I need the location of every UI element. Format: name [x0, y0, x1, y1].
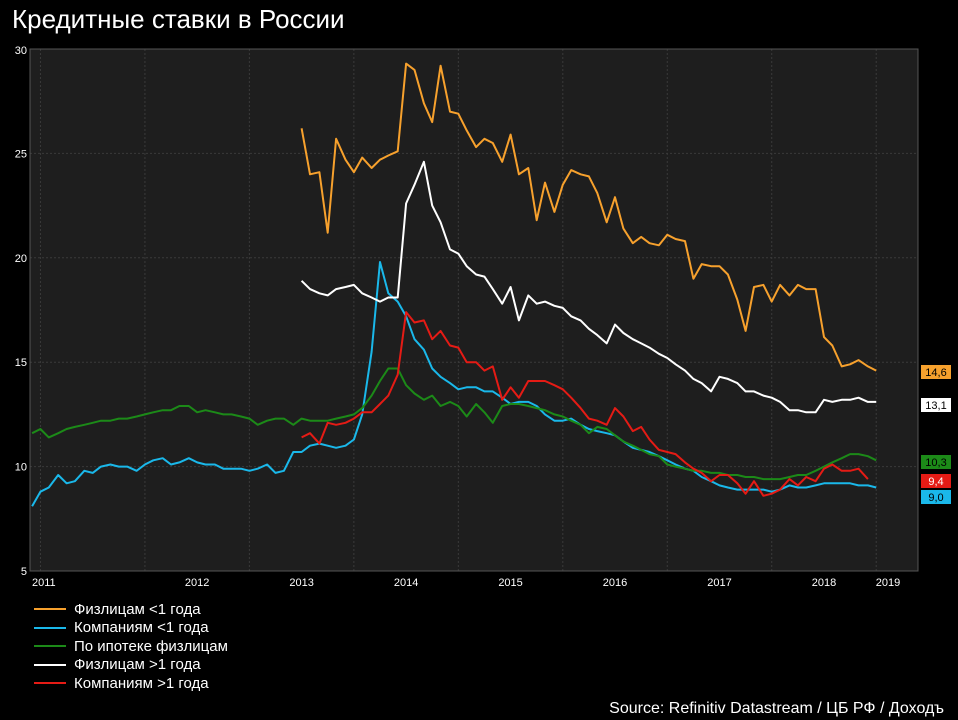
legend-item: Компаниям >1 года	[34, 674, 228, 693]
y-tick-label: 15	[15, 357, 27, 369]
plot-area	[30, 49, 918, 571]
series-line	[300, 160, 877, 414]
x-tick-label: 2019	[876, 577, 900, 589]
legend-label: Физлицам <1 года	[74, 600, 201, 618]
y-tick-label: 10	[15, 462, 27, 474]
legend-swatch	[34, 682, 66, 685]
series-line	[31, 367, 877, 481]
end-label-value: 13,1	[925, 400, 946, 412]
y-tick-label: 30	[15, 45, 27, 57]
x-tick-label: 2017	[707, 577, 731, 589]
legend-item: По ипотеке физлицам	[34, 637, 228, 656]
series-lines	[31, 62, 877, 507]
x-tick-label: 2013	[289, 577, 313, 589]
y-tick-label: 20	[15, 253, 27, 265]
x-tick-label: 2016	[603, 577, 627, 589]
end-label-value: 10,3	[925, 457, 946, 469]
x-tick-label: 2014	[394, 577, 418, 589]
legend-label: Компаниям <1 года	[74, 619, 209, 637]
y-tick-label: 5	[21, 566, 27, 578]
legend: Физлицам <1 года Компаниям <1 года По ипот…	[34, 600, 228, 693]
y-tick-label: 25	[15, 148, 27, 160]
legend-label: Компаниям >1 года	[74, 674, 209, 692]
end-label-box	[921, 455, 951, 469]
plot-border	[29, 48, 919, 572]
end-label-box	[921, 365, 951, 379]
legend-swatch	[34, 626, 66, 629]
source-note: Source: Refinitiv Datastream / ЦБ РФ / Д…	[609, 700, 944, 717]
legend-item: Физлицам >1 года	[34, 656, 228, 675]
series-line	[31, 261, 877, 507]
legend-swatch	[34, 645, 66, 648]
end-labels: 14,6 9,0 10,3 13,1 9,4	[921, 365, 951, 504]
end-label-box	[921, 398, 951, 412]
grid-lines	[29, 48, 919, 572]
x-tick-label: 2015	[498, 577, 522, 589]
legend-item: Физлицам <1 года	[34, 600, 228, 619]
end-label-box	[921, 474, 951, 488]
x-axis: 2011 2012 2013 2014 2015 2016 2017 2018 2019	[32, 577, 900, 589]
end-label-box	[921, 490, 951, 504]
legend-item: Компаниям <1 года	[34, 619, 228, 638]
end-label-value: 9,4	[928, 476, 943, 488]
series-line	[301, 311, 869, 497]
legend-label: По ипотеке физлицам	[74, 637, 228, 655]
end-label-value: 9,0	[928, 492, 943, 504]
x-tick-label: 2011	[32, 577, 56, 589]
end-label-value: 14,6	[925, 367, 946, 379]
series-line	[300, 62, 877, 372]
x-tick-label: 2018	[812, 577, 836, 589]
x-tick-label: 2012	[185, 577, 209, 589]
chart-title: Кредитные ставки в России	[12, 4, 345, 34]
legend-swatch	[34, 663, 66, 666]
legend-swatch	[34, 608, 66, 611]
y-axis: 5 10 15 20 25 30	[15, 45, 27, 578]
legend-label: Физлицам >1 года	[74, 656, 201, 674]
